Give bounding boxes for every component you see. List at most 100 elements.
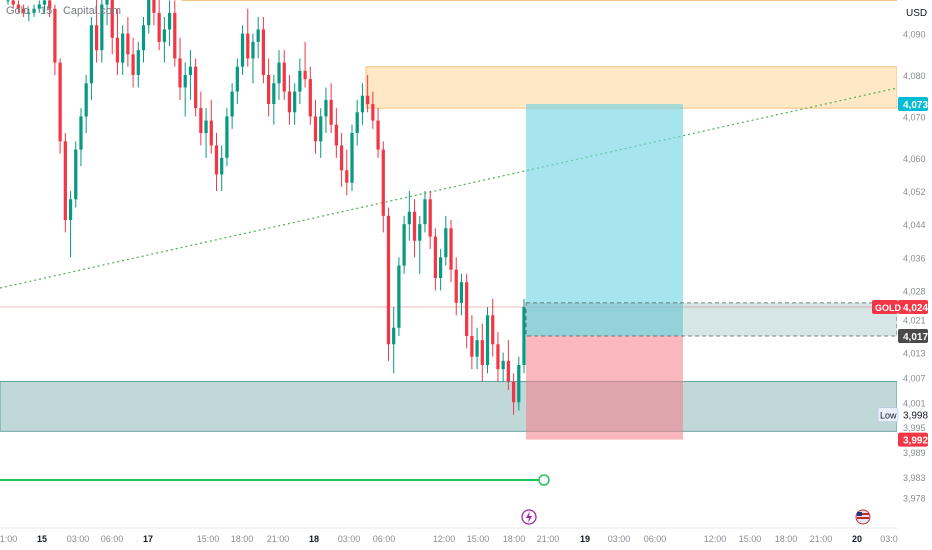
- candle-body: [454, 269, 458, 303]
- x-tick-label: 17: [143, 534, 153, 544]
- y-tick-label: 4,007: [903, 373, 926, 383]
- candle-body: [350, 133, 354, 183]
- candle-body: [496, 344, 500, 370]
- y-tick-label: 3,983: [903, 473, 926, 483]
- candle-body: [89, 25, 94, 84]
- candle-body: [397, 265, 401, 328]
- candle-body: [204, 120, 208, 133]
- candle-body: [522, 307, 526, 365]
- candle-body: [491, 315, 495, 345]
- target-price-tag: [898, 97, 928, 111]
- candle-body: [225, 116, 229, 158]
- x-tick-label: 19: [580, 534, 590, 544]
- candle-body: [58, 62, 62, 142]
- x-tick-label: 18:00: [503, 534, 526, 544]
- x-tick-label: 03:0: [880, 534, 898, 544]
- y-tick-label: 4,001: [903, 398, 926, 408]
- candle-body: [246, 33, 250, 59]
- data-source: Capital.com: [62, 5, 122, 17]
- candle-body: [308, 79, 312, 117]
- candle-body: [319, 116, 323, 142]
- candle-body: [272, 83, 276, 104]
- candle-body: [298, 70, 302, 92]
- candle-body: [501, 360, 505, 370]
- x-tick-label: 21:00: [537, 534, 560, 544]
- y-tick-label: 4,052: [903, 187, 926, 197]
- candle-body: [240, 33, 245, 67]
- candle-body: [324, 99, 328, 117]
- entry-price-tag: [898, 329, 928, 343]
- candle-body: [230, 91, 234, 117]
- candle-body: [480, 340, 484, 365]
- position-target-zone[interactable]: [526, 104, 683, 336]
- candle-body: [11, 0, 15, 5]
- stop-price-value: 3,992: [903, 436, 928, 447]
- low-tag: Low: [880, 411, 897, 421]
- x-tick-label: 15:00: [739, 534, 762, 544]
- current-price-value: 4,024: [903, 303, 928, 314]
- x-tick-label: 03:00: [338, 534, 361, 544]
- candle-body: [157, 12, 161, 42]
- x-tick-label: 03:00: [67, 534, 90, 544]
- candle-body: [313, 116, 318, 142]
- candle-body: [381, 149, 385, 216]
- y-tick-label: 4,060: [903, 154, 926, 164]
- stop-price-tag: [898, 432, 928, 447]
- candle-body: [16, 4, 21, 9]
- candle-body: [209, 120, 213, 146]
- candle-body: [173, 12, 177, 59]
- candle-body: [94, 25, 99, 51]
- candle-body: [235, 66, 239, 92]
- y-tick-label: 4,036: [903, 253, 926, 263]
- trendline[interactable]: [0, 87, 898, 289]
- candle-body: [277, 62, 281, 84]
- candle-body: [141, 25, 146, 51]
- alert-line-handle[interactable]: [538, 474, 550, 486]
- candle-body: [37, 4, 41, 9]
- candle-body: [355, 112, 359, 133]
- candle-body: [412, 211, 417, 241]
- timeframe: 15: [39, 5, 53, 17]
- target-price-value: 4,073: [903, 100, 928, 111]
- candle-body: [63, 141, 67, 220]
- candle-body: [105, 0, 109, 5]
- candle-body: [84, 83, 88, 117]
- candle-body: [27, 12, 31, 14]
- candle-body: [402, 224, 406, 266]
- candle-body: [459, 282, 464, 303]
- candle-body: [167, 12, 172, 30]
- currency-label: USD: [906, 8, 927, 19]
- candle-body: [261, 29, 266, 75]
- candle-body: [178, 58, 182, 88]
- candle-body: [32, 8, 36, 13]
- price-axis: [897, 0, 932, 550]
- x-tick-label: 21:00: [0, 534, 17, 544]
- entry-range-box[interactable]: [525, 302, 898, 337]
- candle-body: [152, 0, 156, 13]
- candle-body: [293, 91, 297, 113]
- candle-body: [287, 91, 292, 113]
- entry-price-value: 4,017: [903, 332, 928, 343]
- candle-body: [329, 99, 333, 125]
- candle-body: [386, 215, 391, 345]
- position-stop-zone[interactable]: [526, 336, 683, 440]
- candle-body: [303, 70, 307, 80]
- x-tick-label: 15:00: [197, 534, 220, 544]
- zone-supply: [365, 66, 898, 109]
- candle-body: [48, 0, 52, 9]
- candle-body: [366, 95, 370, 104]
- candle-body: [345, 170, 349, 183]
- candle-body: [438, 257, 443, 278]
- candle-body: [183, 75, 187, 88]
- candle-body: [194, 66, 198, 109]
- y-tick-label: 4,070: [903, 112, 926, 122]
- y-tick-label: 4,044: [903, 220, 926, 230]
- candle-body: [162, 29, 166, 42]
- x-tick-label: 15: [37, 534, 47, 544]
- candle-body: [53, 8, 57, 63]
- candle-body: [251, 41, 255, 59]
- y-tick-label: 3,989: [903, 448, 926, 458]
- candle-body: [371, 104, 375, 121]
- x-tick-label: 06:00: [101, 534, 124, 544]
